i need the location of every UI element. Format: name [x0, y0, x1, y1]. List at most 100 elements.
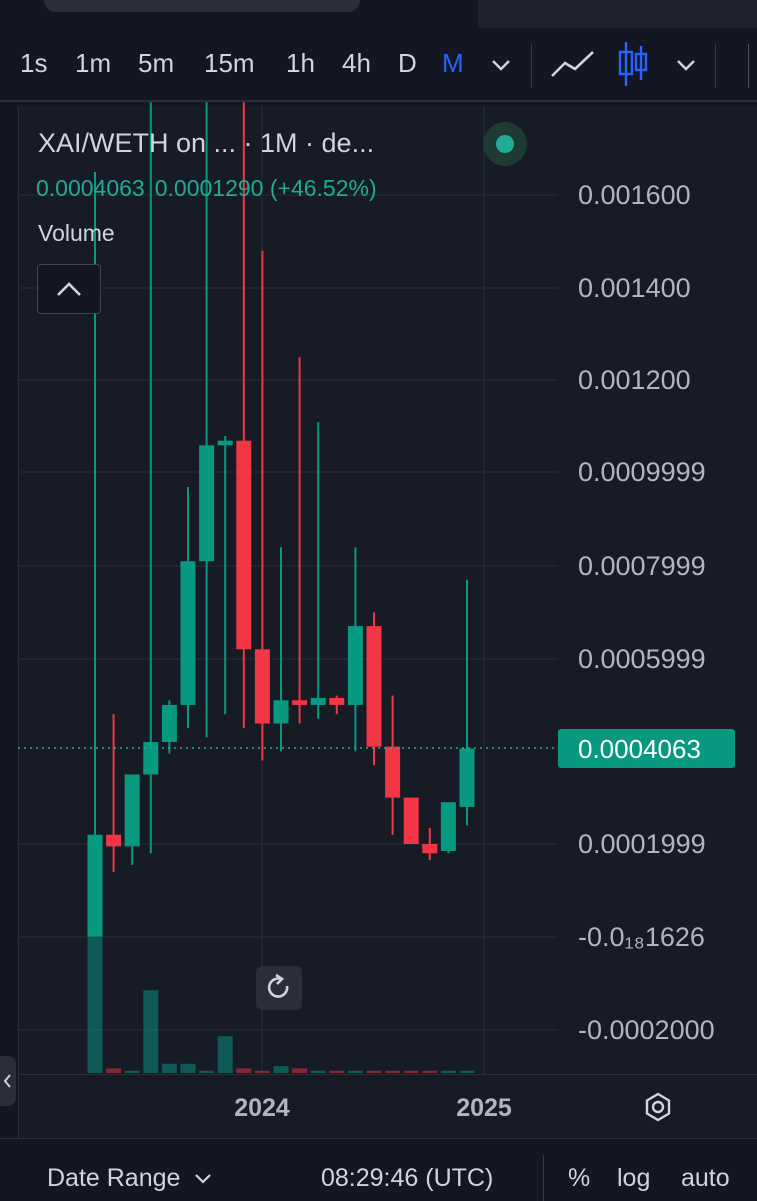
log-scale-button[interactable]: log: [617, 1164, 651, 1192]
candle[interactable]: [217, 436, 233, 715]
candle[interactable]: [254, 250, 270, 761]
collapse-legend-button[interactable]: [37, 264, 101, 314]
legend-values: 0.0004063 0.0001290 (+46.52%): [36, 175, 387, 202]
percent-scale-button[interactable]: %: [568, 1164, 591, 1192]
volume-bar: [459, 1070, 475, 1073]
symbol-title[interactable]: XAI/WETH on ... · 1M · de...: [38, 128, 375, 158]
candle-body: [347, 626, 363, 705]
price-axis-label: 0.001400: [578, 273, 691, 303]
candle-body: [310, 697, 326, 705]
candle-body: [161, 704, 177, 743]
candle-body: [143, 742, 159, 775]
candle[interactable]: [292, 357, 308, 724]
time-axis-label: 2024: [234, 1094, 290, 1122]
top-address-pill[interactable]: [44, 0, 360, 12]
chevron-down-icon: [195, 1174, 212, 1184]
volume-legend-label[interactable]: Volume: [38, 220, 115, 246]
volume-bar: [254, 1070, 270, 1073]
candlestick-icon[interactable]: [616, 40, 650, 88]
candle-body: [87, 834, 103, 937]
candle[interactable]: [329, 695, 345, 715]
candle[interactable]: [347, 547, 363, 752]
candle-body: [366, 626, 382, 747]
price-axis-label: -0.0002000: [578, 1015, 715, 1045]
volume-bar: [385, 1070, 401, 1073]
toolbar-divider: [715, 44, 716, 88]
timeframe-d[interactable]: D: [398, 48, 417, 78]
volume-bar: [347, 1070, 363, 1073]
candle[interactable]: [180, 487, 196, 729]
timeframe-m[interactable]: M: [442, 48, 464, 78]
volume-bar: [310, 1070, 326, 1073]
volume-bar: [273, 1066, 289, 1073]
candle-body: [329, 697, 345, 705]
candle[interactable]: [366, 612, 382, 766]
candle[interactable]: [273, 547, 289, 752]
line-chart-icon[interactable]: [549, 48, 597, 82]
volume-bar: [143, 990, 159, 1073]
candle[interactable]: [124, 774, 140, 865]
candle[interactable]: [385, 695, 401, 835]
candle-body: [273, 700, 289, 724]
status-dot-icon: [496, 135, 514, 153]
time-axis-border: [18, 1074, 757, 1075]
candle[interactable]: [310, 422, 326, 719]
candle-body: [180, 561, 196, 705]
timeframe-1m[interactable]: 1m: [75, 48, 112, 78]
top-right-panel: [478, 0, 757, 28]
price-axis-label: 0.0009999: [578, 457, 706, 487]
candle-body: [422, 844, 438, 854]
timeframe-1h[interactable]: 1h: [286, 48, 315, 78]
price-axis-label: 0.001600: [578, 180, 691, 210]
time-axis: 2024 2025: [234, 1094, 512, 1122]
timeframe-4h[interactable]: 4h: [342, 48, 371, 78]
current-price-tag: 0.0004063: [558, 729, 735, 768]
price-axis-label: 0.0007999: [578, 551, 706, 581]
candle-body: [292, 700, 308, 705]
toolbar-border: [0, 100, 757, 102]
price-axis-label: 0.001200: [578, 365, 691, 395]
volume-bar: [87, 937, 103, 1073]
candle-body: [217, 440, 233, 446]
price-axis-label: -0.0₁₈1626: [578, 922, 705, 952]
utc-clock[interactable]: 08:29:46 (UTC): [321, 1164, 494, 1192]
chevron-down-icon[interactable]: [490, 58, 512, 72]
candle[interactable]: [143, 102, 159, 854]
side-panel-handle[interactable]: [0, 1056, 16, 1106]
timeframe-15m[interactable]: 15m: [204, 48, 255, 78]
volume-bar: [180, 1063, 196, 1073]
candle-body: [403, 797, 419, 844]
candle-body: [236, 440, 252, 650]
auto-scale-button[interactable]: auto: [681, 1164, 730, 1192]
timeframe-1s[interactable]: 1s: [20, 48, 48, 78]
bottom-bar: Date Range 08:29:46 (UTC) % log auto: [0, 1138, 757, 1201]
volume-bar: [366, 1070, 382, 1073]
chart-settings-icon[interactable]: [643, 1092, 673, 1122]
reset-chart-button[interactable]: [256, 966, 302, 1010]
candle-body: [459, 748, 475, 807]
time-axis-label: 2025: [456, 1094, 512, 1122]
volume-bar: [124, 1070, 140, 1073]
legend-change-value: 0.0001290 (+46.52%): [154, 175, 377, 201]
footer-divider: [543, 1155, 544, 1201]
market-status-badge[interactable]: [483, 122, 527, 166]
candle-body: [199, 445, 215, 562]
volume-bar: [161, 1063, 177, 1073]
candle[interactable]: [403, 797, 419, 844]
candle[interactable]: [459, 579, 475, 826]
candle[interactable]: [161, 700, 177, 754]
candle-body: [385, 746, 401, 798]
price-axis: 0.001600 0.001400 0.001200 0.0009999 0.00079…: [578, 180, 715, 1045]
candle[interactable]: [106, 714, 122, 872]
chevron-down-icon[interactable]: [675, 58, 697, 72]
date-range-button[interactable]: Date Range: [47, 1164, 213, 1193]
candlestick-chart[interactable]: 0.001600 0.001400 0.001200 0.0009999 0.00079…: [0, 0, 757, 1138]
candle-body: [440, 802, 456, 851]
volume-bar: [292, 1068, 308, 1073]
candle[interactable]: [422, 827, 438, 861]
candle[interactable]: [236, 102, 252, 729]
chart-pane[interactable]: [18, 106, 757, 1138]
timeframe-5m[interactable]: 5m: [138, 48, 175, 78]
candle[interactable]: [440, 802, 456, 854]
candle[interactable]: [199, 102, 215, 738]
